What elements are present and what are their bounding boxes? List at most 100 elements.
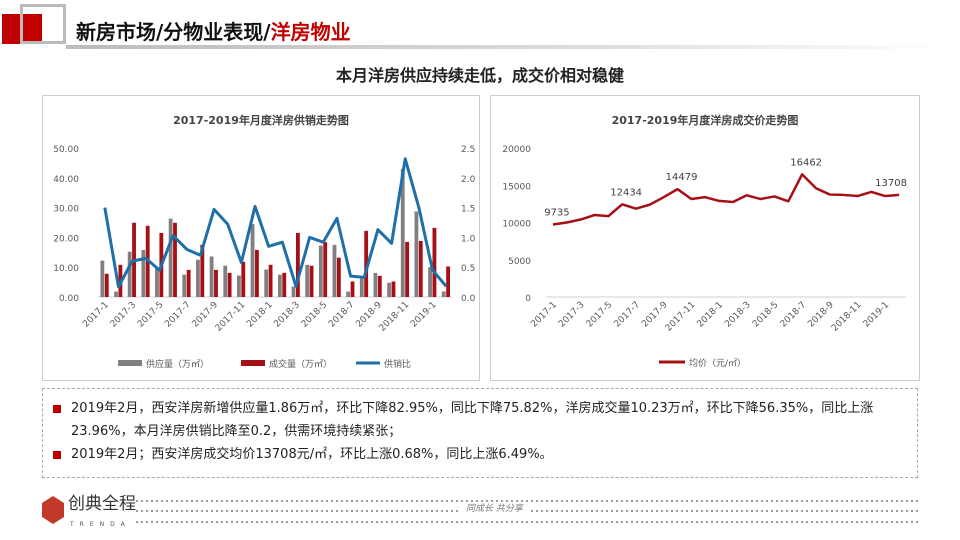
slogan: 同成长 共分享 (460, 503, 529, 515)
supply-bar (264, 269, 269, 297)
legend-label: 均价（元/㎡） (689, 357, 746, 369)
data-label: 12434 (610, 187, 642, 198)
sales-bar (268, 264, 273, 297)
price-chart: 2017-2019年月度洋房成交价走势图 0 5000 10000 15000 2000… (490, 95, 920, 381)
x-tick-label: 2018-7 (779, 300, 809, 330)
x-tick-label: 2018-5 (300, 300, 330, 330)
bullet-icon (53, 451, 61, 459)
sales-bar (405, 241, 410, 297)
x-tick-label: 2017-5 (136, 300, 166, 330)
sales-bar (364, 230, 369, 297)
header-decor-frame (20, 4, 66, 44)
y-tick-label: 40.00 (53, 175, 79, 185)
logo-subtext: TRENDA (70, 521, 131, 528)
data-label: 14479 (666, 172, 698, 183)
y-tick-label: 15000 (502, 182, 531, 192)
sales-bar (227, 272, 232, 297)
x-tick-label: 2017-11 (664, 300, 698, 334)
x-tick-label: 2018-7 (327, 300, 357, 330)
x-tick-label: 2018-1 (696, 300, 726, 330)
title-accent: 洋房物业 (270, 20, 351, 44)
supply-bar (209, 256, 214, 297)
x-tick-label: 2019-1 (409, 300, 439, 330)
supply-bar (318, 245, 323, 297)
sales-bar (418, 240, 423, 297)
y-tick-label: 30.00 (53, 205, 79, 215)
notes-box: 2019年2月，西安洋房新增供应量1.86万㎡，环比下降82.95%，同比下降7… (42, 388, 918, 478)
x-tick-label: 2017-1 (81, 300, 111, 330)
x-tick-label: 2017-3 (557, 300, 587, 330)
supply-bar (250, 223, 255, 297)
sales-bar (282, 272, 287, 297)
sales-bar (323, 242, 328, 297)
sales-bar (214, 269, 218, 297)
sales-bar (241, 261, 246, 297)
sales-bar (104, 273, 109, 297)
x-tick-label: 2017-11 (214, 300, 248, 334)
legend-label: 供销比 (384, 358, 411, 370)
chart-title: 2017-2019年月度洋房成交价走势图 (611, 114, 799, 127)
data-label: 16462 (790, 157, 822, 168)
y-tick-label: 20.00 (53, 234, 79, 244)
note-item: 2019年2月，西安洋房新增供应量1.86万㎡，环比下降82.95%，同比下降7… (53, 397, 907, 443)
supply-bar (387, 282, 392, 297)
y-tick-label: 20000 (502, 145, 531, 155)
legend-swatch (118, 360, 142, 366)
sales-bar (350, 281, 355, 297)
y-tick-label: 0.00 (59, 294, 79, 304)
supply-bar (441, 291, 446, 297)
note-item: 2019年2月；西安洋房成交均价13708元/㎡，环比上涨0.68%，同比上涨6… (53, 443, 907, 466)
supply-bar (100, 260, 105, 297)
supply-bar (223, 265, 228, 297)
x-tick-label: 2018-3 (723, 300, 753, 330)
sales-bar (255, 249, 259, 297)
sales-bar (391, 281, 396, 297)
y2-tick-label: 2.5 (461, 145, 475, 155)
logo-icon (42, 496, 64, 524)
supply-bar (168, 218, 173, 297)
sales-bar (173, 222, 177, 297)
sales-bar (186, 269, 191, 297)
dotted-divider (136, 521, 918, 523)
sales-bar (336, 257, 341, 297)
page-subtitle: 本月洋房供应持续走低，成交价相对稳健 (335, 66, 624, 85)
supply-bar (414, 211, 419, 297)
x-tick-label: 2017-3 (109, 300, 139, 330)
y2-tick-label: 2.0 (461, 175, 476, 185)
supply-bar (373, 272, 378, 297)
y-tick-label: 50.00 (53, 145, 79, 155)
y2-tick-label: 0.0 (461, 294, 476, 304)
sales-bar (432, 227, 437, 297)
y2-tick-label: 0.5 (461, 264, 475, 274)
supply-bar (305, 264, 310, 297)
y-tick-label: 0 (525, 294, 531, 304)
sales-bar (446, 266, 450, 297)
supply-bar (359, 276, 364, 297)
legend-swatch (241, 360, 265, 366)
sales-bar (309, 265, 314, 297)
x-tick-label: 2017-1 (529, 300, 559, 330)
price-line (552, 173, 900, 226)
data-label: 13708 (875, 178, 907, 189)
supply-bar (155, 268, 159, 297)
y2-tick-label: 1.5 (461, 205, 475, 215)
x-tick-label: 2017-7 (613, 300, 643, 330)
y2-tick-label: 1.0 (461, 234, 476, 244)
supply-bar (346, 291, 351, 297)
supply-bar (400, 168, 405, 297)
legend-label: 供应量（万㎡） (146, 358, 209, 370)
supply-bar (196, 259, 200, 297)
logo-text: 创典全程 (68, 494, 136, 514)
x-tick-label: 2017-5 (585, 300, 615, 330)
title-prefix: 新房市场/分物业表现/ (76, 20, 271, 44)
supply-bar (428, 267, 432, 297)
y-tick-label: 10000 (502, 220, 531, 230)
sales-bar (200, 244, 205, 297)
supply-sales-chart: 2017-2019年月度洋房供销走势图 0.00 10.00 20.00 30.00 4… (42, 95, 480, 381)
note-text: 2019年2月，西安洋房新增供应量1.86万㎡，环比下降82.95%，同比下降7… (71, 401, 874, 439)
y-tick-label: 10.00 (53, 264, 79, 274)
supply-bar (291, 286, 296, 297)
x-tick-label: 2018-5 (751, 300, 781, 330)
footer: 创典全程 TRENDA 同成长 共分享 (40, 492, 920, 536)
x-tick-label: 2019-1 (862, 300, 892, 330)
